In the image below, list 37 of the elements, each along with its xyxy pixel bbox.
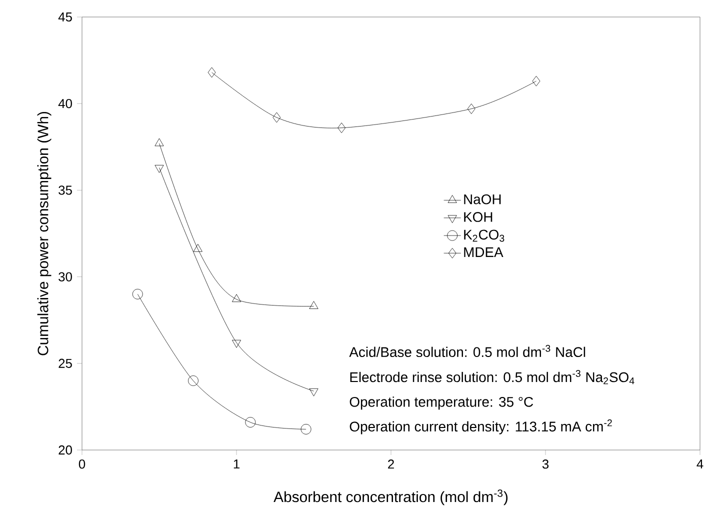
legend-label: NaOH <box>464 194 501 204</box>
point <box>338 122 346 134</box>
x-tick-label: 2 <box>388 460 394 469</box>
point <box>272 112 281 123</box>
annotation: Acid/Base solution: 0.5 mol dm$^{-3}$ NaCl <box>349 344 586 358</box>
point <box>193 244 202 252</box>
annotation: Operation temperature: 35 °C <box>350 396 534 410</box>
point <box>232 340 242 348</box>
point <box>232 294 242 302</box>
legend-label: KOH <box>464 212 492 222</box>
point <box>245 417 256 428</box>
x-tick-label: 1 <box>234 460 240 468</box>
y-tick-label: 30 <box>58 272 72 282</box>
y-tick-label: 20 <box>58 445 72 455</box>
point <box>154 164 164 173</box>
point <box>300 424 312 434</box>
y-axis-title: Cumulative power consumption (Wh) <box>37 112 52 356</box>
x-axis-title: Absorbent concentration (mol dm$^{-3}$) <box>274 490 508 506</box>
point <box>309 388 318 396</box>
y-tick-label: 40 <box>58 99 72 108</box>
x-tick-label: 4 <box>696 460 704 468</box>
annotation: Operation current density: 113.15 mA cm$^{-2}$ <box>350 419 612 434</box>
point <box>309 301 318 309</box>
point <box>132 288 143 300</box>
annotation: Electrode rinse solution: 0.5 mol dm$^{-3}$ Na$_{2}$SO$_{4}$ <box>350 370 634 384</box>
point <box>208 67 216 78</box>
y-tick-label: 45 <box>58 12 72 22</box>
legend-label: MDEA <box>464 247 504 257</box>
x-tick-label: 0 <box>78 460 86 469</box>
y-tick-label: 25 <box>58 358 72 368</box>
x-tick-label: 3 <box>542 460 549 469</box>
legend-label: K$_{2}$CO$_{3}$ <box>464 230 504 242</box>
point <box>467 104 476 114</box>
point <box>154 138 164 146</box>
point <box>188 376 198 386</box>
y-tick-label: 35 <box>58 186 72 195</box>
point <box>532 76 540 86</box>
